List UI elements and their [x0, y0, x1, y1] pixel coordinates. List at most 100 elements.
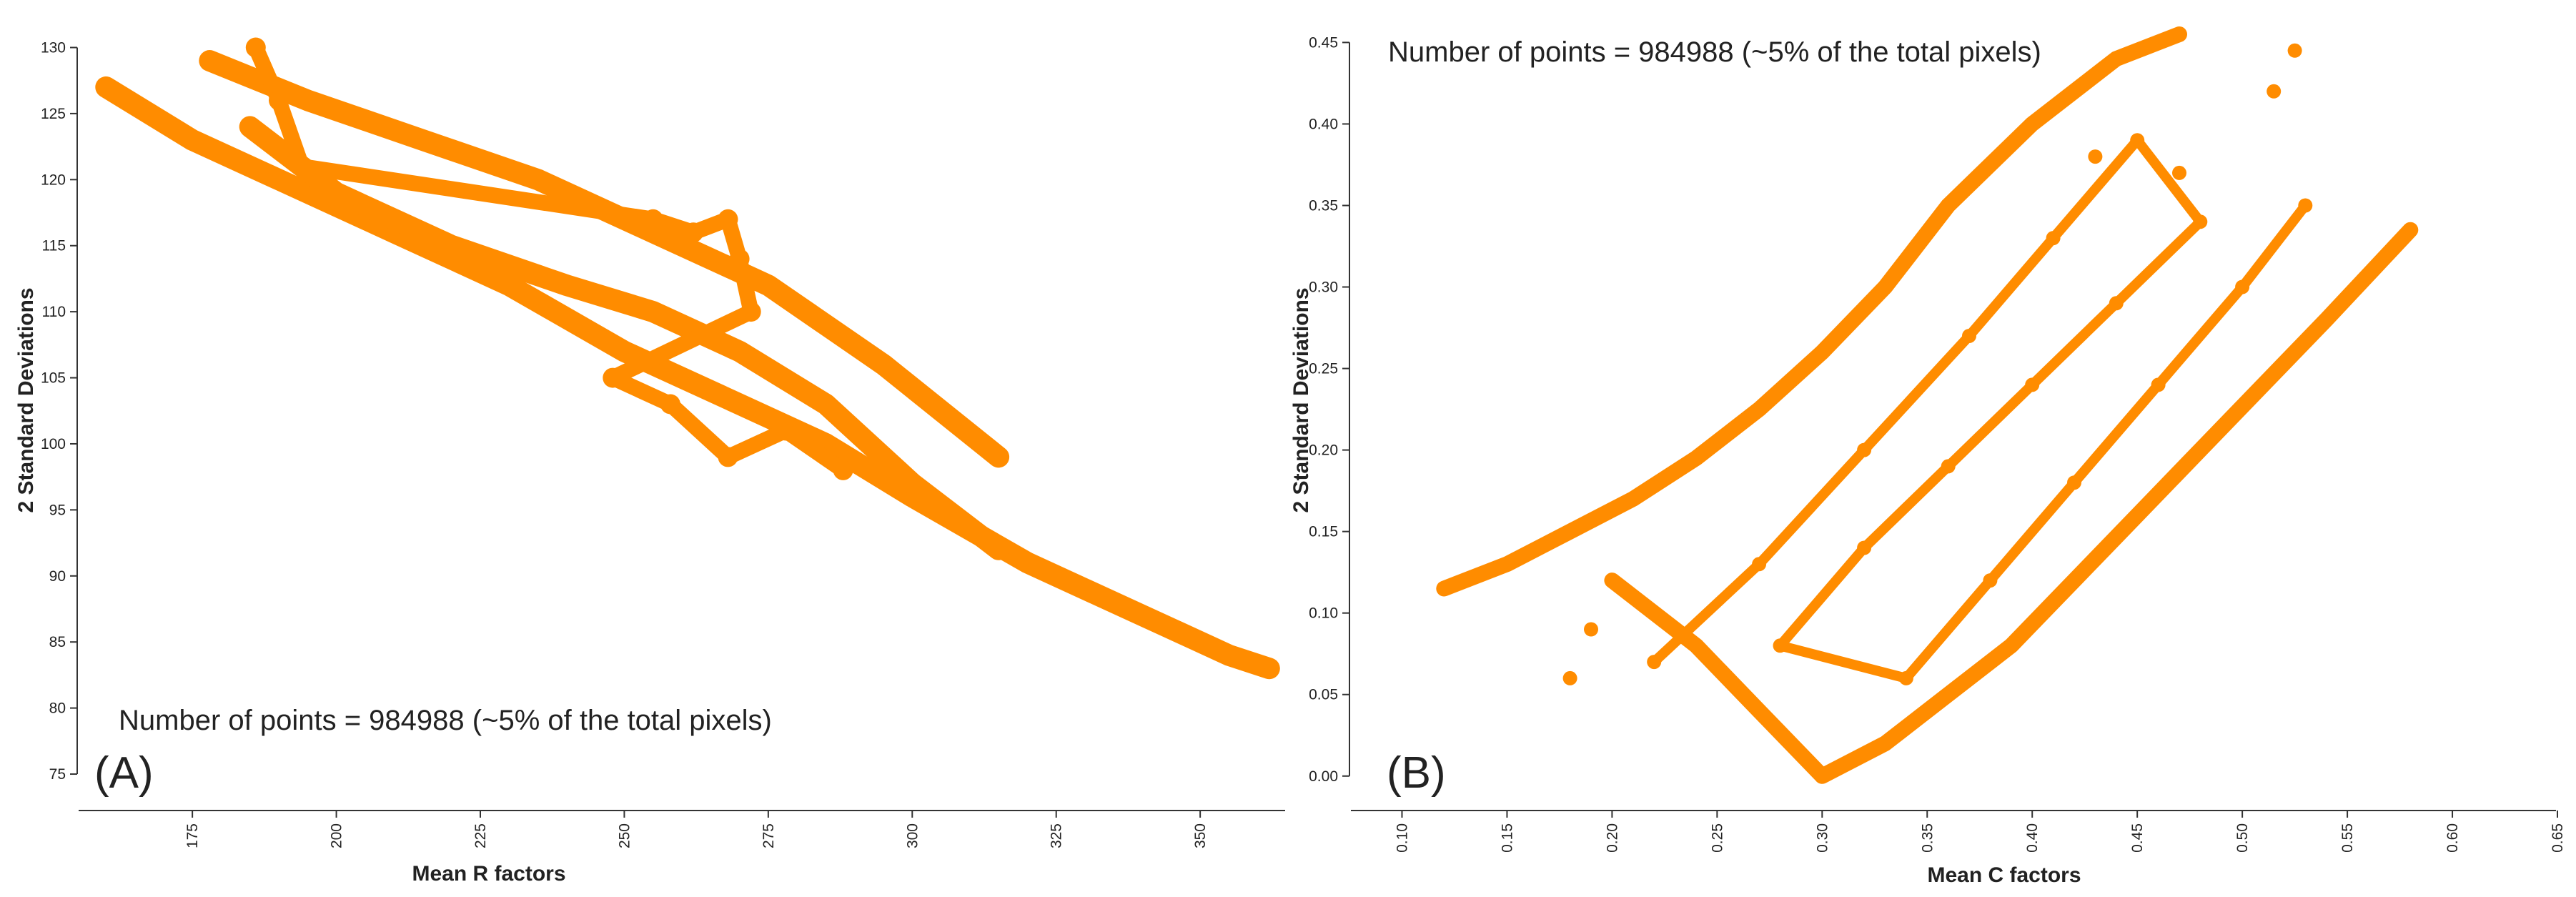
panel-a-streak	[662, 396, 736, 465]
panel-b-streak	[1649, 559, 1765, 668]
panel-b-y-tick-label: 0.45	[1309, 34, 1338, 51]
panel-a-point	[239, 117, 260, 137]
panel-a-x-tick-label: 225	[472, 823, 489, 848]
panel-b-y-tick-label: 0.30	[1309, 279, 1338, 296]
panel-b-point	[2193, 214, 2208, 229]
panel-b-point	[2287, 43, 2302, 58]
panel-a-streak	[720, 422, 794, 465]
panel-b-point	[2130, 133, 2145, 148]
panel-b-point	[2046, 231, 2061, 246]
panel-a-point	[527, 169, 548, 190]
panel-b-points	[1436, 26, 2419, 784]
panel-b-point	[1689, 451, 1703, 465]
panel-b-point	[2003, 638, 2018, 653]
panel-a-point	[1132, 605, 1153, 626]
panel-a-y-axis-title: 2 Standard Deviations	[14, 287, 38, 512]
panel-a-point	[614, 341, 635, 362]
panel-b-point	[1752, 703, 1767, 718]
panel-a-point	[718, 447, 738, 467]
panel-a-point	[182, 129, 203, 150]
panel-b-series-band	[1604, 222, 2419, 784]
panel-a-point	[758, 275, 778, 296]
panel-a-series-band	[199, 50, 1010, 468]
panel-b-point	[1625, 492, 1640, 506]
panel-b-point	[1605, 573, 1620, 588]
panel-a-point	[873, 355, 893, 375]
panel-a-point	[729, 341, 750, 362]
panel-b-streak	[1985, 477, 2079, 586]
panel-b-y-tick-label: 0.25	[1309, 361, 1338, 377]
panel-b-label: (B)	[1387, 748, 1446, 798]
panel-b-series-2	[1647, 133, 2313, 685]
panel-b-y-axis-title: 2 Standard Deviations	[1289, 287, 1313, 512]
panel-b-point	[2403, 222, 2418, 237]
panel-a-y-tick-label: 90	[49, 568, 66, 585]
panel-a-point	[1259, 658, 1279, 679]
panel-a-point	[556, 275, 577, 296]
panel-b-point	[1857, 442, 1872, 457]
panel-a-point	[902, 473, 923, 494]
panel-b-point	[2172, 165, 2186, 180]
panel-b-x-tick-label: 0.40	[2024, 823, 2041, 853]
panel-b-point	[1941, 687, 1956, 702]
panel-b-point	[1752, 402, 1767, 417]
panel-b-point	[2298, 198, 2313, 213]
panel-b-point	[2151, 377, 2166, 392]
panel-a-point	[441, 235, 462, 256]
panel-b-point	[1941, 459, 1956, 474]
panel-b-series-0	[1436, 26, 2187, 597]
panel-b-annotation: Number of points = 984988 (~5% of the to…	[1388, 36, 2041, 68]
panel-a-y-tick-label: 125	[41, 106, 66, 122]
panel-a-point	[603, 367, 623, 388]
panel-a-series-0	[95, 76, 1280, 680]
panel-a-point	[989, 447, 1009, 467]
panel-a-streak	[271, 92, 310, 174]
panel-b-streak	[2027, 298, 2121, 390]
panel-b-point	[2193, 442, 2208, 457]
panel-a-x-tick-label: 250	[616, 823, 633, 848]
panel-b-streak	[1943, 380, 2038, 472]
panel-a-y-tick-label: 75	[49, 766, 66, 783]
panel-b-streak	[1859, 461, 1953, 553]
panel-a-point	[729, 249, 750, 269]
panel-a-streak	[778, 422, 851, 478]
panel-a-x-tick-label: 175	[184, 823, 201, 848]
panel-b-point	[2025, 377, 2040, 392]
panel-a-point	[740, 302, 761, 322]
panel-b-x-tick-label: 0.50	[2234, 823, 2251, 853]
panel-a-series-3	[245, 37, 853, 480]
panel-a-x-tick-label: 200	[329, 823, 345, 848]
panel-b-x-tick-label: 0.60	[2444, 823, 2461, 853]
panel-b-x-tick-label: 0.30	[1814, 823, 1831, 853]
panel-b-point	[1898, 670, 1913, 685]
panel-b-point	[1878, 279, 1893, 294]
panel-a-y-tick-label: 95	[49, 502, 66, 518]
panel-b-point	[1983, 573, 1998, 588]
panel-b-y-tick-label: 0.40	[1309, 116, 1338, 132]
panel-b-point	[2025, 117, 2040, 132]
panel-a-point	[245, 37, 266, 58]
panel-b-streak	[2069, 380, 2164, 488]
panel-b-streak	[2153, 282, 2248, 390]
panel-b-streak	[2132, 135, 2206, 227]
panel-a-x-tick-label: 350	[1192, 823, 1209, 848]
panel-b-streak	[1964, 233, 2059, 341]
panel-b-y-tick-label: 0.35	[1309, 197, 1338, 214]
panel-b-streak	[1754, 445, 1870, 570]
panel-b-point	[2088, 149, 2103, 164]
panel-b-x-tick-label: 0.20	[1604, 823, 1620, 853]
panel-b-x-tick-label: 0.45	[2129, 823, 2146, 853]
panel-a-point	[643, 302, 663, 322]
panel-b-point	[2267, 84, 2282, 99]
panel-b-x-axis: 0.10 0.15 0.20 0.25 0.30 0.35 0.40 0.45 0.50 0.55…	[1351, 810, 2566, 853]
panel-b-x-tick-label: 0.15	[1499, 823, 1515, 853]
panel-b-x-tick-label: 0.65	[2550, 823, 2566, 853]
panel-b-x-tick-label: 0.25	[1709, 823, 1725, 853]
panel-b-point	[2319, 312, 2334, 327]
panel-b-point	[1500, 557, 1515, 572]
panel-a-points	[95, 37, 1280, 680]
panel-b-y-axis: 0.00 0.05 0.10 0.15 0.20 0.25 0.30 0.35 0.40 0.45	[1309, 34, 1350, 785]
panel-a-annotation: Number of points = 984988 (~5% of the to…	[119, 705, 772, 736]
panel-b-point	[1647, 655, 1662, 670]
panel-b-point	[1689, 638, 1703, 653]
